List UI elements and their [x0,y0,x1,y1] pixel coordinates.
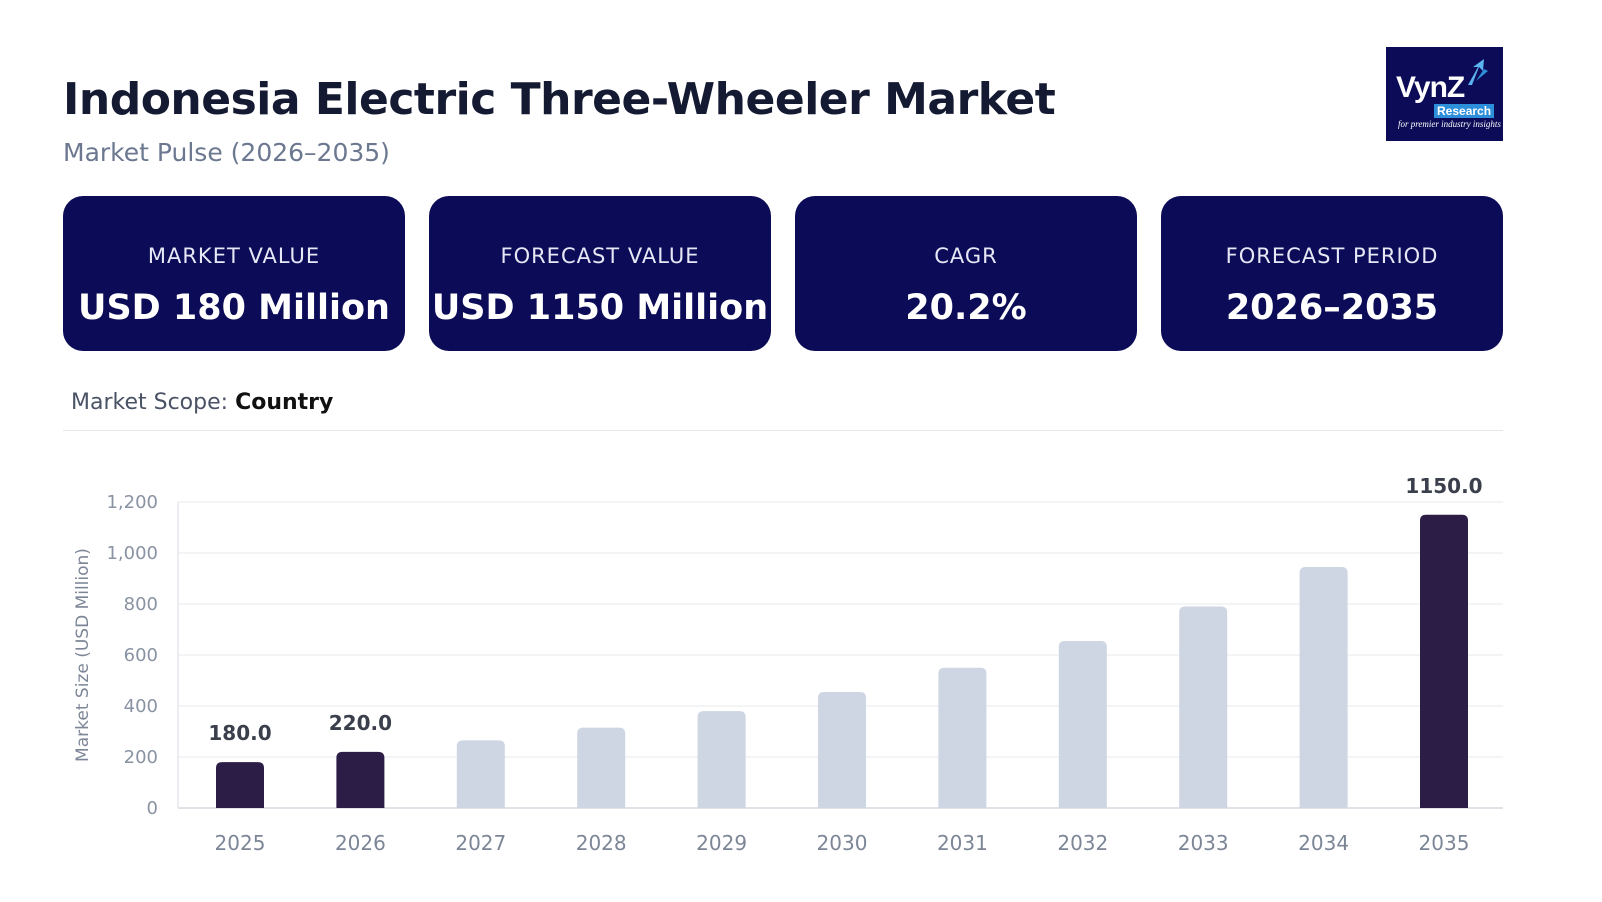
scope-label: Market Scope: [71,390,229,415]
y-tick-label: 200 [124,747,158,768]
bar [577,727,626,808]
kpi-label: FORECAST VALUE [500,244,700,268]
data-label: 180.0 [208,721,271,745]
market-scope: Market Scope: Country [71,390,333,415]
x-tick-label: 2029 [696,831,747,855]
kpi-card-forecast-period: FORECAST PERIOD 2026–2035 [1161,196,1503,351]
divider [63,430,1503,431]
bar [1179,606,1228,808]
bar [1420,514,1468,808]
bar-chart: 0 200 400 600 800 1,000 1,200 Market Size (USD … [73,474,1503,855]
y-tick-label: 400 [124,696,158,717]
y-axis-label: Market Size (USD Million) [73,548,93,762]
data-label: 220.0 [329,711,392,735]
kpi-card-forecast-value: FORECAST VALUE USD 1150 Million [429,196,771,351]
y-tick-label: 1,200 [106,492,158,513]
kpi-value: USD 180 Million [78,288,390,328]
x-tick-label: 2026 [335,831,386,855]
kpi-value: 2026–2035 [1225,288,1439,328]
y-tick-label: 600 [124,645,158,666]
x-tick-label: 2035 [1419,831,1470,855]
x-tick-label: 2030 [817,831,868,855]
y-tick-label: 800 [124,594,158,615]
page-subtitle: Market Pulse (2026–2035) [63,138,390,167]
logo-tagline: for premier industry insights [1398,119,1501,129]
x-tick-label: 2027 [455,831,506,855]
y-tick-label: 1,000 [106,543,158,564]
kpi-label: FORECAST PERIOD [1225,244,1439,268]
bar [697,711,746,808]
arrow-icon [1468,59,1488,85]
kpi-label: MARKET VALUE [147,244,321,268]
bar [1058,640,1107,808]
bar [336,751,385,808]
page-title: Indonesia Electric Three-Wheeler Market [63,74,1056,125]
bar [938,667,987,808]
data-label: 1150.0 [1405,474,1482,498]
bar [216,762,264,808]
y-tick-label: 0 [147,798,158,819]
bar [456,740,505,808]
x-tick-label: 2033 [1178,831,1229,855]
x-tick-label: 2031 [937,831,988,855]
kpi-card-cagr: CAGR 20.2% [795,196,1137,351]
logo-sub: Research [1434,104,1495,118]
kpi-card-market-value: MARKET VALUE USD 180 Million [63,196,405,351]
kpi-value: USD 1150 Million [431,288,769,328]
kpi-value: 20.2% [905,288,1027,328]
bar [1299,567,1348,808]
brand-logo: VynZ Research for premier industry insig… [1386,47,1503,141]
x-tick-label: 2034 [1298,831,1349,855]
x-tick-label: 2025 [215,831,266,855]
x-tick-label: 2028 [576,831,627,855]
x-tick-label: 2032 [1057,831,1108,855]
logo-brand: VynZ [1396,71,1465,104]
bar [818,691,866,808]
kpi-label: CAGR [934,244,998,268]
scope-value: Country [235,390,334,415]
